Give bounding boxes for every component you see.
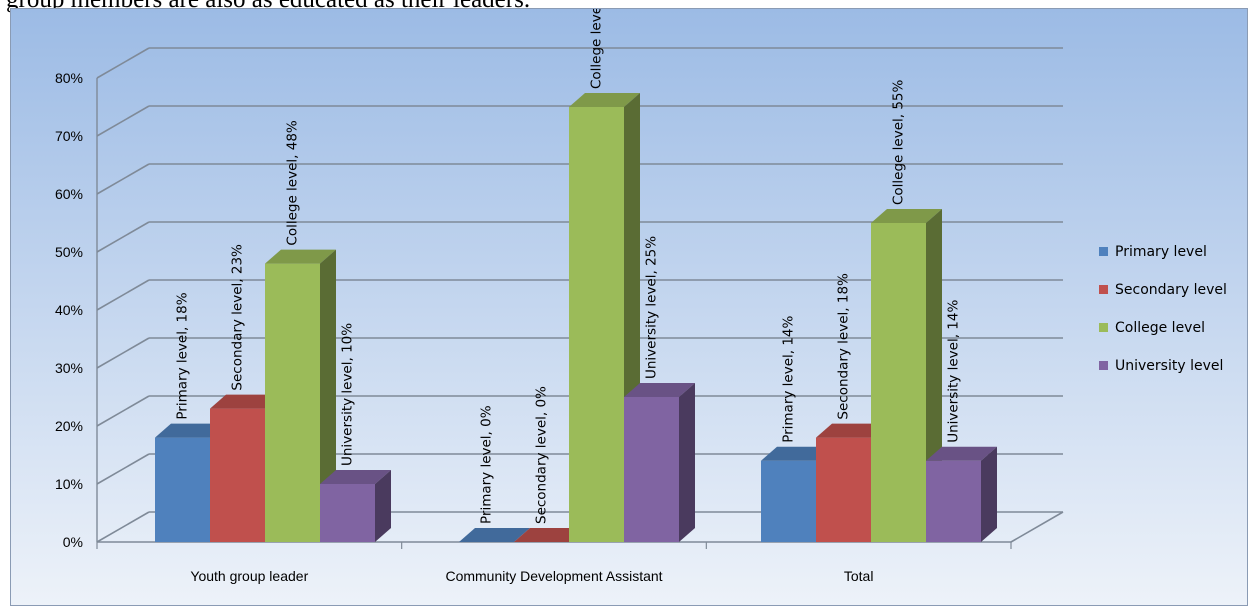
- bar-top: [514, 528, 585, 542]
- legend-label: Primary level: [1115, 244, 1207, 260]
- category-label: Community Development Assistant: [445, 568, 662, 584]
- data-label: University level, 14%: [946, 300, 962, 443]
- y-tick-label: 60%: [55, 186, 83, 202]
- bar-top: [320, 470, 391, 484]
- chart-frame: 0% 10% 20% 30% 40% 50% 60% 70% 80% Primary level…: [10, 8, 1248, 606]
- bar-front: [761, 460, 816, 542]
- bar-top: [569, 93, 640, 107]
- bar-top: [459, 528, 530, 542]
- category-label: Total: [844, 568, 874, 584]
- legend-swatch: [1099, 247, 1108, 256]
- bar-top: [624, 383, 695, 397]
- y-tick-label: 50%: [55, 244, 83, 260]
- y-tick-label: 70%: [55, 128, 83, 144]
- bar-top: [155, 423, 226, 438]
- bar-top: [871, 209, 942, 223]
- legend: Primary level Secondary level College leve…: [1099, 244, 1227, 374]
- bar-top: [816, 423, 887, 438]
- data-label: Secondary level, 23%: [230, 244, 246, 391]
- legend-swatch: [1099, 323, 1108, 332]
- bar: [926, 446, 997, 542]
- data-label: Secondary level, 18%: [836, 273, 852, 420]
- bar-side: [981, 446, 997, 542]
- data-labels: Primary level, 18% Secondary level, 23% Co…: [175, 9, 962, 524]
- y-tick-label: 80%: [55, 70, 83, 86]
- category-label: Youth group leader: [190, 568, 308, 584]
- category-labels: Youth group leader Community Development …: [190, 568, 873, 584]
- bar-side: [679, 383, 695, 542]
- bar-front: [926, 460, 981, 542]
- bar-front: [569, 107, 624, 542]
- bar-front: [155, 437, 210, 542]
- bar-chart: 0% 10% 20% 30% 40% 50% 60% 70% 80% Primary level…: [11, 9, 1247, 605]
- side-gridline: [96, 105, 150, 137]
- bar: [624, 383, 695, 542]
- y-tick-label: 0%: [63, 534, 83, 550]
- bar: [459, 528, 530, 542]
- data-label: College level, 55%: [891, 79, 907, 205]
- legend-label: College level: [1115, 320, 1205, 336]
- bar: [320, 470, 391, 542]
- data-label: University level, 10%: [340, 323, 356, 466]
- y-tick-label: 20%: [55, 418, 83, 434]
- bar-top: [265, 249, 336, 264]
- floor-edge: [1010, 511, 1064, 543]
- side-gridline: [96, 511, 150, 543]
- side-gridline: [96, 395, 150, 427]
- data-label: Secondary level, 0%: [534, 386, 550, 524]
- y-axis-ticks: 0% 10% 20% 30% 40% 50% 60% 70% 80%: [55, 70, 83, 550]
- bar-front: [210, 408, 265, 542]
- y-tick-label: 30%: [55, 360, 83, 376]
- bar-front: [265, 263, 320, 542]
- bar-top: [761, 446, 832, 461]
- data-label: Primary level, 18%: [175, 292, 191, 419]
- data-label: Primary level, 0%: [479, 405, 495, 524]
- data-label: Primary level, 14%: [781, 315, 797, 442]
- side-gridline: [96, 163, 150, 195]
- y-tick-label: 10%: [55, 476, 83, 492]
- bar: [514, 528, 585, 542]
- bars: [155, 93, 997, 542]
- legend-swatch: [1099, 361, 1108, 370]
- side-gridline: [96, 47, 150, 79]
- data-label: College level, 48%: [285, 120, 301, 246]
- bar-top: [926, 446, 997, 461]
- data-label: University level, 25%: [644, 236, 660, 379]
- bar-side: [375, 470, 391, 542]
- side-gridline: [96, 279, 150, 311]
- y-tick-label: 40%: [55, 302, 83, 318]
- side-gridline: [96, 453, 150, 485]
- legend-label: University level: [1115, 358, 1223, 374]
- bar-front: [320, 484, 375, 542]
- side-gridline: [96, 337, 150, 369]
- bar-top: [210, 394, 281, 409]
- bar-side: [320, 249, 336, 542]
- data-label: College level, 75%: [589, 9, 605, 89]
- legend-swatch: [1099, 285, 1108, 294]
- bar: [265, 249, 336, 542]
- bar-front: [816, 437, 871, 542]
- bar-front: [871, 223, 926, 542]
- bar-front: [624, 397, 679, 542]
- legend-label: Secondary level: [1115, 282, 1227, 298]
- side-gridline: [96, 221, 150, 253]
